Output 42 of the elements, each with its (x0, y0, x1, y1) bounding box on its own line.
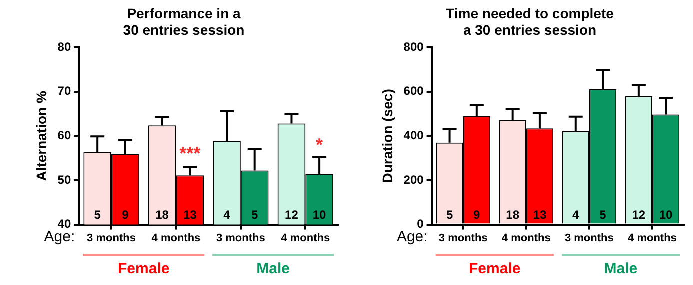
text: Female (469, 260, 521, 278)
text: Male (256, 260, 290, 278)
annotation: 13 (533, 208, 547, 222)
annotation: 13 (183, 208, 198, 222)
y-axis-title: Alternation % (33, 90, 50, 182)
y-tick-label: 200 (404, 172, 424, 187)
x-tick-label: 3 months (564, 232, 614, 244)
y-tick-label: 60 (58, 128, 72, 143)
annotation: 18 (156, 208, 170, 222)
y-tick-label: 800 (404, 40, 424, 54)
annotation: 18 (506, 208, 520, 222)
y-tick-label: 70 (58, 84, 72, 98)
x-tick-label: 4 months (502, 232, 551, 244)
annotation: 12 (285, 208, 299, 222)
annotation: 5 (94, 208, 102, 222)
x-tick-label: 3 months (438, 232, 488, 244)
y-tick-label: 400 (404, 128, 424, 143)
y-axis-title: Duration (sec) (379, 89, 396, 184)
annotation: 10 (659, 208, 674, 222)
annotation: * (316, 134, 324, 155)
x-tick-label: 3 months (87, 232, 136, 244)
annotation: 5 (252, 208, 258, 222)
text: Male (604, 260, 638, 278)
y-tick-label: 600 (404, 84, 424, 98)
annotation: 5 (600, 208, 607, 222)
chart-title: Performance in a 30 entries session (123, 5, 245, 38)
annotation: 9 (474, 208, 481, 222)
x-tick-label: 4 months (628, 232, 677, 244)
x-tick-label: 3 months (216, 232, 266, 244)
y-tick-label: 50 (58, 172, 72, 187)
y-tick-label: 80 (58, 40, 72, 54)
x-tick-label: 4 months (152, 232, 201, 244)
annotation: 5 (446, 208, 454, 222)
text: Female (118, 260, 170, 278)
annotation: 4 (572, 208, 580, 222)
annotation: *** (180, 143, 201, 164)
annotation: 4 (224, 208, 231, 222)
annotation: 10 (312, 208, 327, 222)
annotation: 12 (632, 208, 646, 222)
chart-title: Time needed to complete a 30 entries session (446, 5, 614, 38)
x-tick-label: 4 months (281, 232, 330, 244)
annotation: 9 (122, 208, 130, 222)
